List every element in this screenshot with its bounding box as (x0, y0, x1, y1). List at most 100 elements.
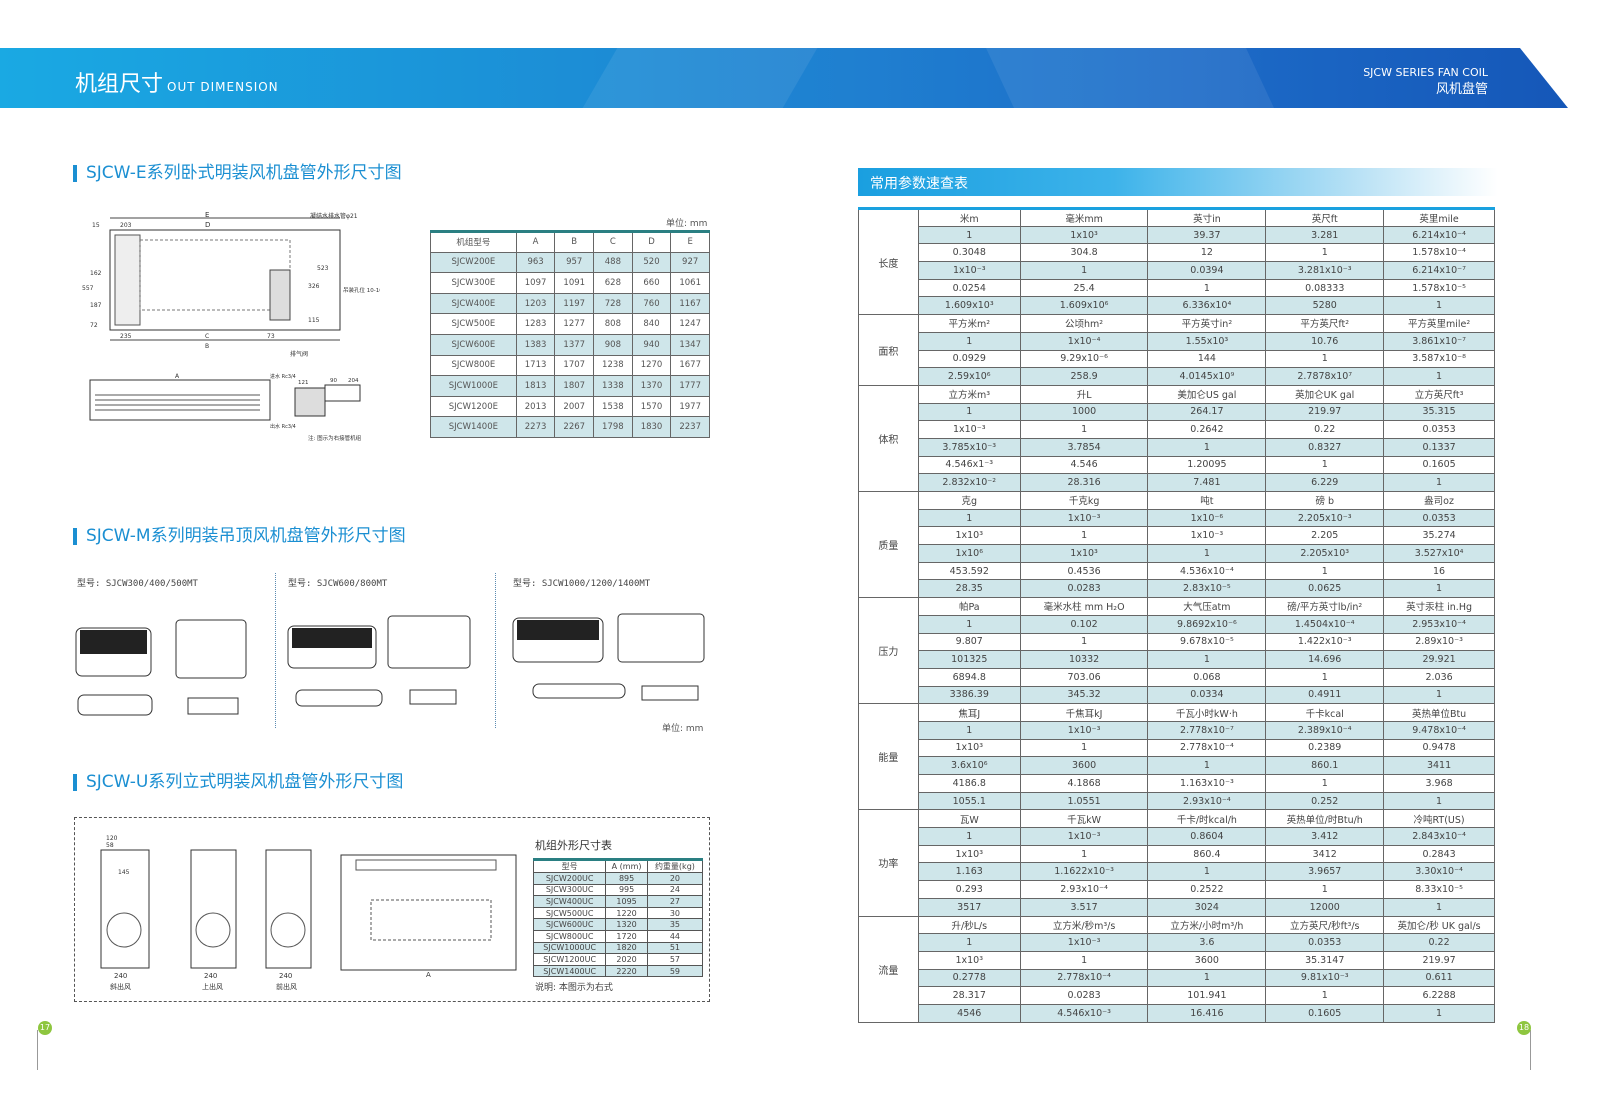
conversion-value: 1 (917, 225, 1021, 245)
conversion-value: 1 (1383, 897, 1495, 917)
table-cell: 995 (605, 883, 648, 897)
table-cell: 1977 (670, 395, 710, 418)
conversion-value: 1 (1265, 880, 1385, 899)
table-cell: 1370 (631, 375, 672, 397)
conversion-value: 101325 (917, 650, 1021, 669)
conversion-value: 3.30x10⁻⁴ (1383, 862, 1495, 882)
conversion-value: 0.2778 (917, 968, 1021, 988)
conversion-value: 9.478x10⁻⁴ (1383, 720, 1495, 740)
conversion-row: 0.0254 25.4 1 0.08333 1.578x10⁻⁵ (859, 278, 1495, 298)
dim-58: 58 (106, 842, 114, 849)
conversion-value: 2.953x10⁻⁴ (1383, 614, 1495, 634)
unit-header: 立方米/小时m³/h (1147, 915, 1267, 935)
table-cell: SJCW1400UC (532, 964, 607, 978)
table-cell: 2007 (554, 395, 595, 418)
unit-header: 英热单位/时Btu/h (1265, 809, 1385, 829)
conversion-value: 3386.39 (917, 685, 1021, 705)
table-row: SJCW600E 1383 1377 908 940 1347 (430, 333, 710, 356)
conversion-value: 1.163 (917, 862, 1021, 882)
table-cell: 2273 (515, 416, 556, 438)
label-e: E (205, 211, 209, 219)
unit-header: 毫米水柱 mm H₂O (1019, 597, 1149, 616)
conversion-value: 0.2522 (1147, 880, 1267, 899)
table-cell: 1807 (554, 375, 595, 397)
table-row: SJCW1200UC 2020 57 (532, 953, 704, 966)
conversion-value: 9.81x10⁻³ (1265, 968, 1385, 988)
conversion-value: 2.843x10⁻⁴ (1383, 827, 1495, 846)
conversion-row: 0.3048 304.8 12 1 1.578x10⁻⁴ (859, 243, 1495, 263)
conversion-row: 1 1x10⁻³ 2.778x10⁻⁷ 2.389x10⁻⁴ 9.478x10⁻⁴ (859, 720, 1495, 740)
group-label: 能量 (858, 703, 919, 811)
table-cell: 1677 (670, 354, 710, 377)
u-dimension-table: 型号 A (mm) 约重量(kg) SJCW200UC 895 20 SJCW300UC 99… (532, 858, 704, 978)
dim-240-1: 240 (114, 972, 127, 980)
label-note: 注: 图示为右接管机组 (308, 434, 362, 442)
unit-header: 平方英里mile² (1383, 314, 1495, 333)
conversion-value: 7.481 (1147, 473, 1267, 492)
conversion-value: 6.229 (1265, 473, 1385, 492)
conversion-value: 0.0283 (1019, 579, 1149, 599)
table-cell: SJCW500UC (532, 906, 607, 920)
page-title: 机组尺寸 OUT DIMENSION (75, 66, 279, 98)
conversion-value: 9.8692x10⁻⁶ (1147, 614, 1267, 634)
label-235: 235 (120, 333, 132, 340)
table-row: SJCW1000E 1813 1807 1338 1370 1777 (430, 375, 710, 397)
table-cell: 1813 (515, 375, 556, 397)
conversion-value: 1x10³ (917, 950, 1021, 970)
unit-header: 英热单位Btu (1383, 703, 1495, 722)
conversion-row: 6894.8 703.06 0.068 1 2.036 (859, 667, 1495, 687)
table-cell: 1320 (605, 918, 648, 931)
table-cell: 35 (646, 918, 704, 931)
table-cell: 840 (631, 313, 672, 335)
quick-reference-table: 长度 米m 毫米mm 英寸in 英尺ft 英里mile 1 1x10³ 39.37 3.281 6.… (858, 207, 1495, 1023)
unit-header-row: 长度 米m 毫米mm 英寸in 英尺ft 英里mile (858, 207, 1495, 316)
conversion-value: 1x10⁻³ (1019, 827, 1149, 846)
table-cell: 957 (554, 251, 595, 274)
table-cell: 963 (515, 251, 556, 274)
unit-header: 千克kg (1019, 491, 1149, 510)
conversion-value: 3517 (917, 897, 1021, 917)
table-row: SJCW1400UC 2220 59 (532, 964, 704, 978)
conversion-value: 4.1868 (1019, 774, 1149, 793)
conversion-value: 4.546 (1019, 455, 1149, 475)
conversion-value: 1 (1019, 950, 1149, 970)
column-header: 约重量(kg) (646, 859, 704, 873)
group-label: 长度 (858, 207, 919, 316)
u-table-title: 机组外形尺寸表 (535, 839, 612, 852)
table-cell: 27 (646, 895, 704, 908)
table-cell: SJCW600E (430, 333, 517, 356)
table-cell: SJCW200UC (532, 872, 607, 885)
conversion-value: 101.941 (1147, 986, 1267, 1005)
conversion-value: 35.274 (1383, 526, 1495, 546)
table-cell: 59 (646, 964, 704, 978)
label-b: B (205, 343, 209, 350)
unit-header-row: 面积 平方米m² 公顷hm² 平方英寸in² 平方英尺ft² 平方英里mile² (858, 314, 1495, 386)
conversion-value: 2.778x10⁻⁷ (1147, 720, 1267, 740)
u-series-drawings: 240 240 240 A 120 58 145 斜出风 上出风 前出风 (100, 835, 517, 991)
conversion-value: 3.6x10⁶ (917, 756, 1021, 775)
conversion-value: 1 (1383, 579, 1495, 599)
table-cell: 1247 (670, 313, 710, 335)
label-hanging-holes: 吊装孔位 10-10X16 (343, 286, 380, 294)
conversion-row: 453.592 0.4536 4.536x10⁻⁴ 1 16 (859, 561, 1495, 581)
conversion-value: 1 (917, 933, 1021, 952)
table-cell: 30 (646, 906, 704, 920)
conversion-value: 0.4536 (1019, 561, 1149, 581)
dim-240-3: 240 (279, 972, 292, 980)
unit-header: 克g (917, 491, 1021, 510)
unit-header: 英加仑/秒 UK gal/s (1383, 915, 1495, 935)
conversion-value: 1055.1 (917, 791, 1021, 811)
unit-header-row: 流量 升/秒L/s 立方米/秒m³/s 立方米/小时m³/h 立方英尺/秒ft³/s 英加… (858, 915, 1495, 1023)
table-cell: 1383 (515, 333, 556, 356)
series-label-cn: 风机盘管 (1435, 82, 1488, 97)
unit-header: 英寸汞柱 in.Hg (1383, 597, 1495, 616)
table-cell: SJCW300UC (532, 883, 607, 897)
conversion-value: 1 (1383, 791, 1495, 811)
table-cell: 44 (646, 929, 704, 943)
label-115: 115 (308, 317, 320, 324)
table-row: SJCW500UC 1220 30 (532, 906, 704, 920)
unit-header: 英尺ft (1265, 208, 1385, 227)
table-cell: 20 (646, 872, 704, 885)
table-row: SJCW600UC 1320 35 (532, 918, 704, 931)
table-cell: 1167 (670, 292, 710, 315)
